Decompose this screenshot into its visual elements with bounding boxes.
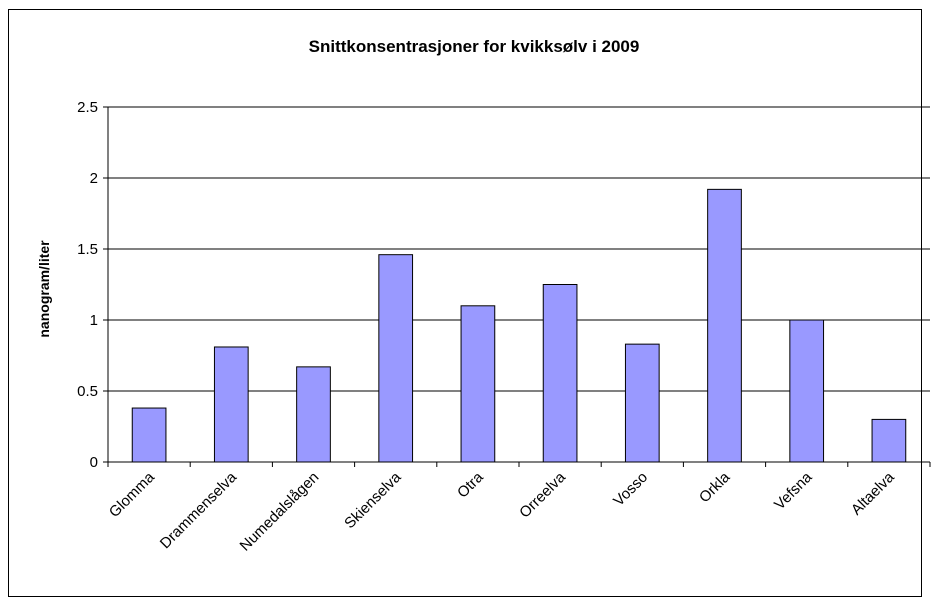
x-tick-label: Altaelva xyxy=(848,468,898,518)
bar xyxy=(707,188,742,463)
axes xyxy=(103,106,931,467)
x-tick-label: Orkla xyxy=(696,468,734,506)
x-tick-label: Glomma xyxy=(106,468,159,521)
y-axis-label: nanogram/liter xyxy=(36,240,52,338)
y-tick-label: 2 xyxy=(90,170,98,187)
x-tick-label: Skienselva xyxy=(341,468,405,532)
bar xyxy=(131,407,167,463)
x-tick-label: Otra xyxy=(454,468,487,501)
y-tick-label: 2.5 xyxy=(77,99,98,116)
y-tick-label: 0.5 xyxy=(77,383,98,400)
bar xyxy=(542,284,578,463)
y-tick-label: 0 xyxy=(90,454,98,471)
y-tick-label: 1 xyxy=(90,312,98,329)
x-tick-label: Drammenselva xyxy=(157,468,241,552)
chart-title: Snittkonsentrasjoner for kvikksølv i 200… xyxy=(309,37,640,56)
bar xyxy=(789,319,825,463)
bar xyxy=(213,346,249,463)
bar xyxy=(460,305,496,463)
y-tick-label: 1.5 xyxy=(77,241,98,258)
x-tick-label: Numedalslågen xyxy=(237,469,323,555)
x-tick-label: Orreelva xyxy=(516,468,569,521)
x-tick-label: Vefsna xyxy=(771,468,816,513)
bars xyxy=(131,188,907,463)
y-tick-labels: 0 0.5 1 1.5 2 2.5 xyxy=(77,99,98,471)
bar xyxy=(378,254,414,463)
bar xyxy=(871,418,907,463)
x-tick-label: Vosso xyxy=(610,469,651,510)
bar xyxy=(624,343,660,463)
bar xyxy=(296,366,331,463)
